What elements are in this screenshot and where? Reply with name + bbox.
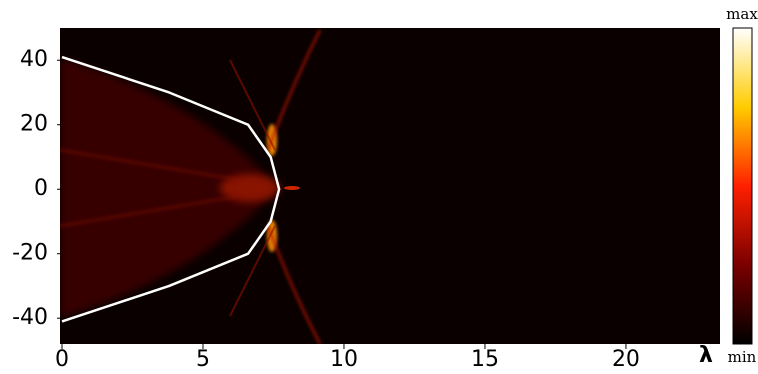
y-tick-label: -40 [12,305,48,330]
x-axis-label: λ [699,343,713,368]
y-tick-label: 20 [20,112,48,137]
x-tick-label: 20 [612,347,640,372]
x-tick-label: 15 [471,347,499,372]
y-tick-label: 40 [20,47,48,72]
x-tick-label: 0 [55,347,69,372]
x-tick-label: 5 [196,347,210,372]
y-tick-label: -20 [12,241,48,266]
colorbar [732,27,753,345]
colorbar-min: min [728,348,757,366]
x-tick-label: 10 [330,347,358,372]
intensity-texture [60,29,322,344]
boundary-curve [61,55,281,323]
colorbar-max: max [726,5,758,23]
y-tick-label: 0 [34,176,48,201]
